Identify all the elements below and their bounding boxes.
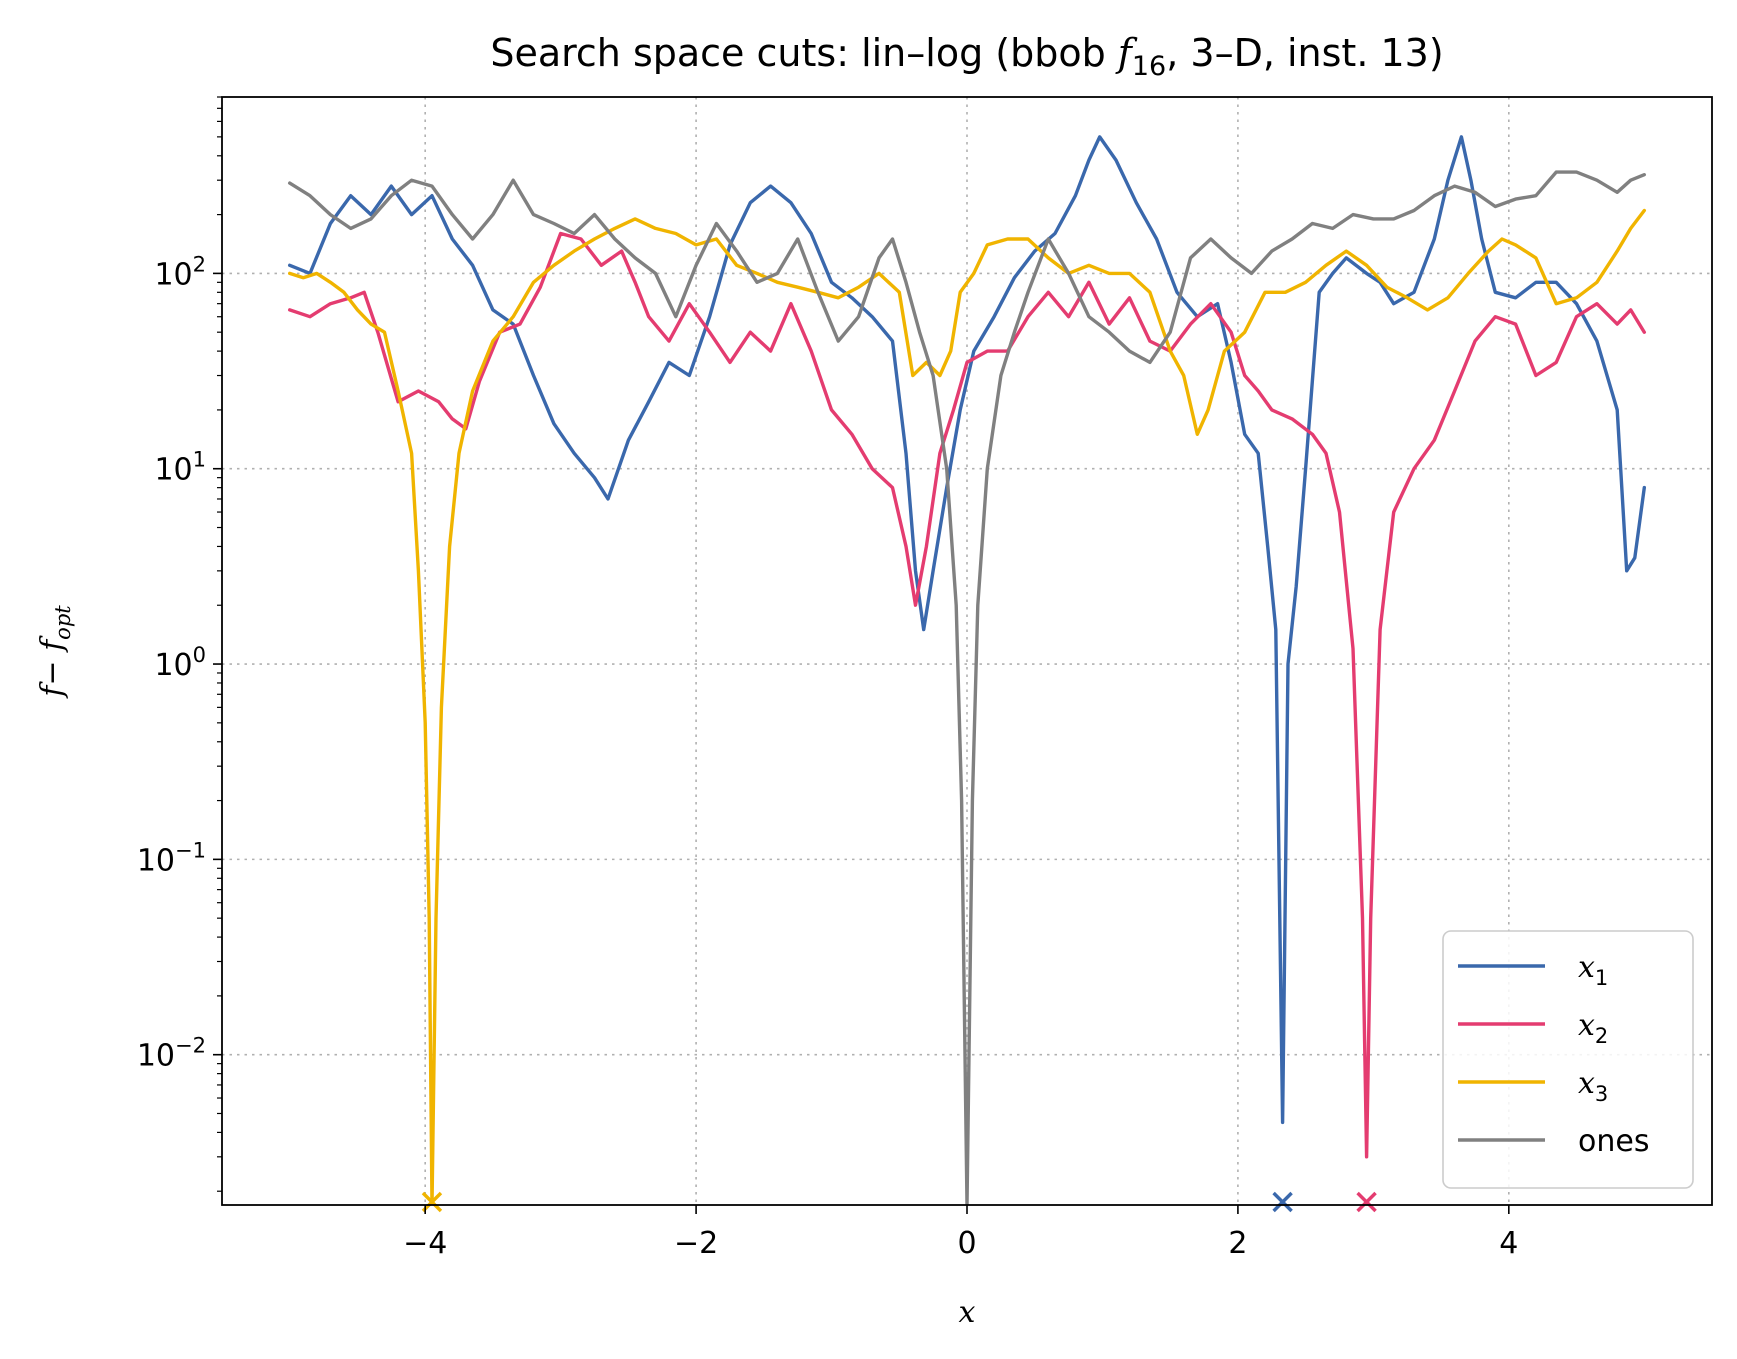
legend-label-ones: ones: [1578, 1124, 1649, 1159]
title-prefix: Search space cuts: lin–log (bbob: [490, 31, 1117, 75]
ylabel-minus: −: [35, 651, 70, 686]
series-line-x1: [288, 135, 1646, 1125]
axis-ticks: −4 −2 0 2 4 10−2 10−1 100 101 102: [137, 96, 1518, 1261]
optimum-markers: [421, 1191, 1377, 1213]
x-tick-label: 4: [1499, 1226, 1518, 1261]
legend-label-x2: x2: [1578, 1008, 1608, 1048]
legend: x1 x2 x3 ones: [1442, 930, 1694, 1189]
x-tick-label: 2: [1228, 1226, 1247, 1261]
legend-box: [1442, 930, 1694, 1189]
y-axis-label: f− fopt: [35, 605, 75, 699]
legend-label-x3: x3: [1578, 1066, 1608, 1106]
optimum-marker-x2: [1356, 1191, 1377, 1213]
legend-items: x1 x2 x3 ones: [1458, 950, 1649, 1159]
x-tick-label: 0: [957, 1226, 976, 1261]
grid: [222, 97, 1712, 1205]
y-tick-label: 10−1: [137, 838, 206, 878]
x-tick-label: −4: [403, 1226, 447, 1261]
y-tick-label: 100: [154, 643, 206, 683]
series-layer: [288, 135, 1646, 1205]
series-line-ones: [288, 170, 1646, 1205]
legend-label-x1: x1: [1578, 950, 1608, 990]
chart-title: Search space cuts: lin–log (bbob f16, 3–…: [490, 31, 1443, 82]
x-tick-label: −2: [674, 1226, 718, 1261]
y-tick-label: 102: [154, 252, 206, 292]
ylabel-fopt-subscript: opt: [51, 605, 75, 640]
y-tick-label: 101: [154, 448, 206, 488]
y-tick-label: 10−2: [137, 1034, 206, 1074]
title-suffix: , 3–D, inst. 13): [1166, 31, 1443, 75]
series-line-x3: [288, 208, 1646, 1205]
x-axis-label: x: [959, 1295, 976, 1330]
optimum-marker-x1: [1272, 1191, 1293, 1213]
series-line-x2: [288, 231, 1646, 1159]
title-func-subscript: 16: [1132, 51, 1166, 82]
